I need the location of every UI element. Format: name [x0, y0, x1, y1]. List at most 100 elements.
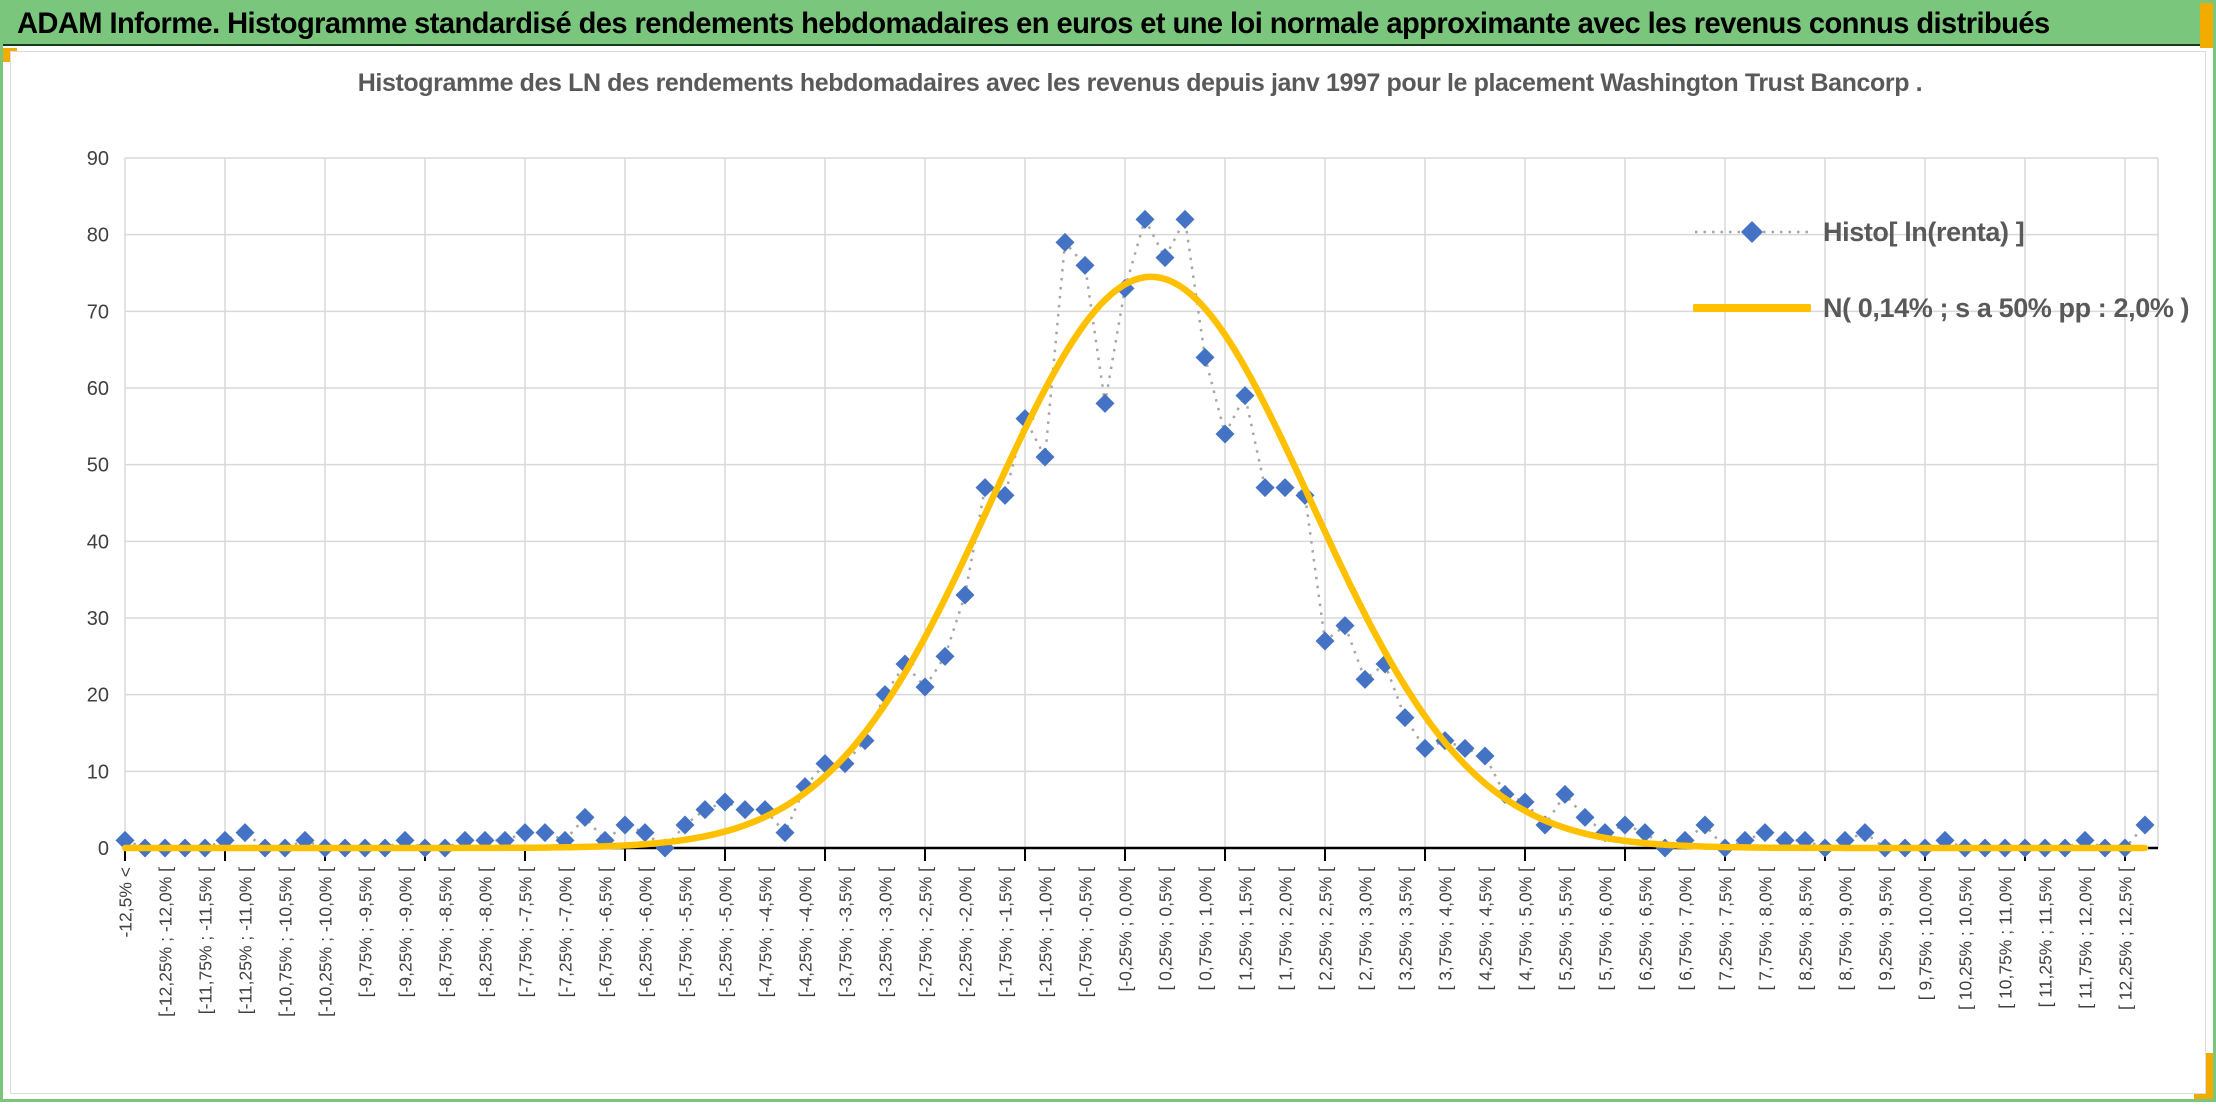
y-axis-label: 10: [87, 761, 109, 783]
x-axis-label: [-5,25% ; -5,0% [: [716, 867, 736, 997]
histo-data-point: [1576, 808, 1595, 827]
histo-data-point: [1416, 739, 1435, 758]
x-axis-label: [ 11,25% ; 11,5% [: [2036, 867, 2056, 1008]
histo-data-point: [1556, 785, 1575, 804]
histo-data-point: [1156, 248, 1175, 267]
histo-data-point: [1236, 386, 1255, 405]
x-axis-label: [-2,75% ; -2,5% [: [916, 867, 936, 997]
x-axis-label: [ 7,75% ; 8,0% [: [1756, 867, 1776, 991]
histo-data-point: [1256, 478, 1275, 497]
x-axis-label: [ 9,25% ; 9,5% [: [1876, 867, 1896, 991]
x-axis-label: [-9,75% ; -9,5% [: [356, 867, 376, 997]
x-axis-label: [ 6,25% ; 6,5% [: [1636, 867, 1656, 991]
x-axis-label: [ 0,25% ; 0,5% [: [1156, 867, 1176, 991]
x-axis-label: [-4,75% ; -4,5% [: [756, 867, 776, 997]
x-axis-label: [ 8,75% ; 9,0% [: [1836, 867, 1856, 991]
legend: Histo[ ln(renta) ] N( 0,14% ; s a 50% pp…: [1693, 201, 2173, 353]
histo-data-point: [956, 586, 975, 605]
y-axis-label: 70: [87, 301, 109, 323]
histo-data-point: [1216, 425, 1235, 444]
histo-data-point: [936, 647, 955, 666]
x-axis-label: -12,5% <: [116, 867, 136, 938]
x-axis-label: [ 2,75% ; 3,0% [: [1356, 867, 1376, 991]
histo-data-point: [776, 823, 795, 842]
x-axis-label: [-12,25% ; -12,0% [: [156, 867, 176, 1017]
histo-data-point: [1396, 708, 1415, 727]
x-axis-label: [ 10,25% ; 10,5% [: [1956, 867, 1976, 1010]
x-axis-label: [ 0,75% ; 1,0% [: [1196, 867, 1216, 991]
legend-item-normal: N( 0,14% ; s a 50% pp : 2,0% ): [1693, 277, 2173, 339]
x-axis-label: [-8,25% ; -8,0% [: [476, 867, 496, 997]
histo-data-point: [716, 793, 735, 812]
histo-data-point: [696, 800, 715, 819]
histo-data-point: [1756, 823, 1775, 842]
histo-data-point: [1356, 670, 1375, 689]
x-axis-label: [ 4,25% ; 4,5% [: [1476, 867, 1496, 991]
x-axis-label: [ 10,75% ; 11,0% [: [1996, 867, 2016, 1009]
legend-label-histo: Histo[ ln(renta) ]: [1823, 217, 2024, 248]
x-axis-label: [-8,75% ; -8,5% [: [436, 867, 456, 997]
histo-data-point: [1136, 210, 1155, 229]
x-axis-label: [ 6,75% ; 7,0% [: [1676, 867, 1696, 991]
histo-data-point: [1336, 616, 1355, 635]
x-axis-label: [-6,25% ; -6,0% [: [636, 867, 656, 997]
histo-data-point: [1036, 448, 1055, 467]
x-axis-label: [ 9,75% ; 10,0% [: [1916, 867, 1936, 1000]
x-axis-label: [ 1,75% ; 2,0% [: [1276, 867, 1296, 991]
x-axis-label: [-0,25% ; 0,0% [: [1116, 867, 1136, 992]
histo-data-point: [2136, 816, 2155, 835]
histo-data-point: [516, 823, 535, 842]
x-axis-label: [-0,75% ; -0,5% [: [1076, 867, 1096, 997]
x-axis-label: [ 5,25% ; 5,5% [: [1556, 867, 1576, 991]
x-axis-label: [ 5,75% ; 6,0% [: [1596, 867, 1616, 991]
normal-curve-marker-icon: [1693, 293, 1811, 323]
legend-item-histo: Histo[ ln(renta) ]: [1693, 201, 2173, 263]
x-axis-label: [ 3,25% ; 3,5% [: [1396, 867, 1416, 991]
x-axis-label: [ 12,25% ; 12,5% [: [2116, 867, 2136, 1010]
histo-data-point: [1476, 747, 1495, 766]
y-axis-label: 80: [87, 225, 109, 247]
x-axis-label: [-5,75% ; -5,5% [: [676, 867, 696, 997]
x-axis-label: [-1,75% ; -1,5% [: [996, 867, 1016, 997]
x-axis-label: [ 7,25% ; 7,5% [: [1716, 867, 1736, 991]
x-axis-label: [-4,25% ; -4,0% [: [796, 867, 816, 997]
y-axis-label: 0: [98, 838, 109, 860]
x-axis-label: [ 1,25% ; 1,5% [: [1236, 867, 1256, 991]
histo-data-point: [1176, 210, 1195, 229]
x-axis-label: [-1,25% ; -1,0% [: [1036, 867, 1056, 997]
x-axis-label: [ 4,75% ; 5,0% [: [1516, 867, 1536, 991]
x-axis-label: [-7,25% ; -7,0% [: [556, 867, 576, 997]
histo-data-point: [1096, 394, 1115, 413]
x-axis-label: [-10,25% ; -10,0% [: [316, 867, 336, 1017]
x-axis-label: [-6,75% ; -6,5% [: [596, 867, 616, 997]
x-axis-label: [ 8,25% ; 8,5% [: [1796, 867, 1816, 991]
histo-data-point: [1076, 256, 1095, 275]
y-axis-label: 30: [87, 608, 109, 630]
normal-curve: [125, 277, 2145, 848]
histo-data-point: [536, 823, 555, 842]
x-axis-label: [ 3,75% ; 4,0% [: [1436, 867, 1456, 991]
y-axis-label: 60: [87, 378, 109, 400]
x-axis-label: [ 11,75% ; 12,0% [: [2076, 867, 2096, 1009]
histo-data-point: [236, 823, 255, 842]
y-axis-label: 90: [87, 148, 109, 170]
x-axis-label: [-3,75% ; -3,5% [: [836, 867, 856, 997]
histo-data-point: [736, 800, 755, 819]
y-axis-label: 40: [87, 531, 109, 553]
x-axis-label: [-2,25% ; -2,0% [: [956, 867, 976, 997]
x-axis-label: [-3,25% ; -3,0% [: [876, 867, 896, 997]
histo-data-point: [1056, 233, 1075, 252]
histo-data-point: [916, 678, 935, 697]
histo-series-marker-icon: [1693, 217, 1811, 247]
histo-data-point: [616, 816, 635, 835]
histo-data-point: [1616, 816, 1635, 835]
x-axis-label: [ 2,25% ; 2,5% [: [1316, 867, 1336, 991]
histo-data-point: [1276, 478, 1295, 497]
y-axis-label: 20: [87, 685, 109, 707]
histo-data-point: [576, 808, 595, 827]
x-axis-label: [-10,75% ; -10,5% [: [276, 867, 296, 1017]
histo-data-point: [1196, 348, 1215, 367]
x-axis-label: [-7,75% ; -7,5% [: [516, 867, 536, 997]
